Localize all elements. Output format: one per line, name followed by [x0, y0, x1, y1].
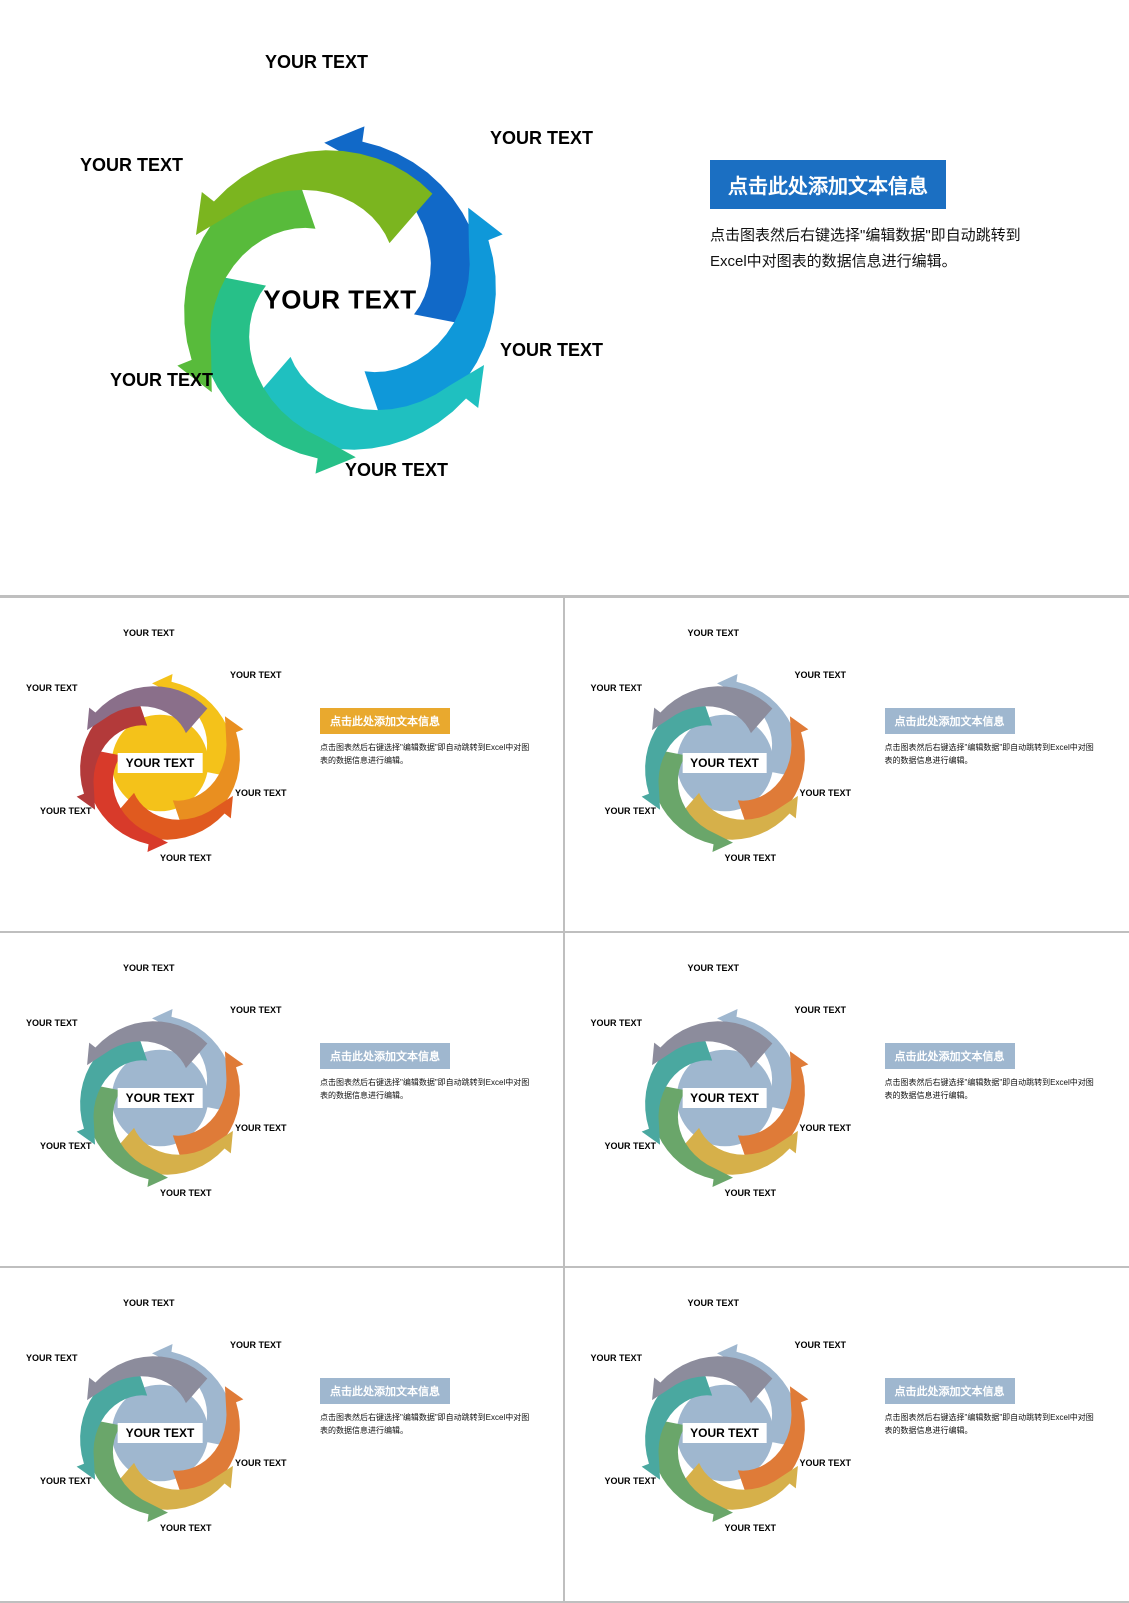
thumb-label-0: YOUR TEXT: [123, 963, 175, 973]
thumb-cycle: YOUR TEXT YOUR TEXT YOUR TEXT YOUR TEXT …: [20, 628, 300, 898]
thumb-slide-3[interactable]: YOUR TEXT YOUR TEXT YOUR TEXT YOUR TEXT …: [565, 933, 1129, 1268]
thumb-label-3: YOUR TEXT: [160, 1523, 212, 1533]
thumb-label-5: YOUR TEXT: [591, 1018, 643, 1028]
thumb-center-label: YOUR TEXT: [118, 1088, 203, 1108]
thumb-label-1: YOUR TEXT: [795, 670, 847, 680]
thumb-slide-4[interactable]: YOUR TEXT YOUR TEXT YOUR TEXT YOUR TEXT …: [0, 1268, 565, 1603]
thumb-side-title: 点击此处添加文本信息: [885, 708, 1015, 734]
thumb-side-title: 点击此处添加文本信息: [320, 708, 450, 734]
thumb-side-body: 点击图表然后右键选择"编辑数据"即自动跳转到Excel中对图表的数据信息进行编辑…: [320, 1412, 530, 1438]
thumb-label-3: YOUR TEXT: [160, 1188, 212, 1198]
thumb-slide-1[interactable]: YOUR TEXT YOUR TEXT YOUR TEXT YOUR TEXT …: [565, 598, 1129, 933]
thumb-side-body: 点击图表然后右键选择"编辑数据"即自动跳转到Excel中对图表的数据信息进行编辑…: [320, 742, 530, 768]
thumb-side-body: 点击图表然后右键选择"编辑数据"即自动跳转到Excel中对图表的数据信息进行编辑…: [885, 1412, 1095, 1438]
thumb-side-box: 点击此处添加文本信息 点击图表然后右键选择"编辑数据"即自动跳转到Excel中对…: [885, 1043, 1095, 1103]
thumb-side-box: 点击此处添加文本信息 点击图表然后右键选择"编辑数据"即自动跳转到Excel中对…: [320, 1378, 530, 1438]
thumb-center-label: YOUR TEXT: [118, 753, 203, 773]
side-text-box: 点击此处添加文本信息 点击图表然后右键选择"编辑数据"即自动跳转到Excel中对…: [710, 160, 1040, 274]
thumb-side-box: 点击此处添加文本信息 点击图表然后右键选择"编辑数据"即自动跳转到Excel中对…: [320, 1043, 530, 1103]
thumb-side-box: 点击此处添加文本信息 点击图表然后右键选择"编辑数据"即自动跳转到Excel中对…: [885, 1378, 1095, 1438]
thumb-label-0: YOUR TEXT: [123, 628, 175, 638]
thumb-slide-2[interactable]: YOUR TEXT YOUR TEXT YOUR TEXT YOUR TEXT …: [0, 933, 565, 1268]
thumb-label-1: YOUR TEXT: [795, 1005, 847, 1015]
thumb-label-2: YOUR TEXT: [235, 788, 287, 798]
thumb-cycle: YOUR TEXT YOUR TEXT YOUR TEXT YOUR TEXT …: [585, 1298, 865, 1568]
thumb-side-title: 点击此处添加文本信息: [885, 1378, 1015, 1404]
thumb-label-4: YOUR TEXT: [605, 1141, 657, 1151]
thumb-label-4: YOUR TEXT: [40, 806, 92, 816]
thumb-cycle: YOUR TEXT YOUR TEXT YOUR TEXT YOUR TEXT …: [20, 1298, 300, 1568]
thumb-center-label: YOUR TEXT: [682, 753, 767, 773]
thumb-cycle: YOUR TEXT YOUR TEXT YOUR TEXT YOUR TEXT …: [585, 628, 865, 898]
thumb-label-1: YOUR TEXT: [230, 1340, 282, 1350]
thumb-label-0: YOUR TEXT: [688, 1298, 740, 1308]
cycle-label-2: YOUR TEXT: [500, 340, 603, 361]
thumb-label-5: YOUR TEXT: [591, 683, 643, 693]
cycle-label-1: YOUR TEXT: [490, 128, 593, 149]
side-title: 点击此处添加文本信息: [710, 160, 946, 209]
thumb-label-4: YOUR TEXT: [605, 1476, 657, 1486]
thumb-label-4: YOUR TEXT: [40, 1141, 92, 1151]
cycle-center-label: YOUR TEXT: [263, 285, 416, 316]
thumb-label-2: YOUR TEXT: [800, 1458, 852, 1468]
cycle-label-3: YOUR TEXT: [345, 460, 448, 481]
thumb-side-body: 点击图表然后右键选择"编辑数据"即自动跳转到Excel中对图表的数据信息进行编辑…: [885, 742, 1095, 768]
thumb-label-0: YOUR TEXT: [123, 1298, 175, 1308]
thumb-slide-5[interactable]: YOUR TEXT YOUR TEXT YOUR TEXT YOUR TEXT …: [565, 1268, 1129, 1603]
thumbnail-grid: YOUR TEXT YOUR TEXT YOUR TEXT YOUR TEXT …: [0, 595, 1129, 1603]
main-slide: YOUR TEXT YOUR TEXT YOUR TEXT YOUR TEXT …: [0, 0, 1129, 595]
thumb-side-title: 点击此处添加文本信息: [320, 1378, 450, 1404]
thumb-label-4: YOUR TEXT: [605, 806, 657, 816]
thumb-label-1: YOUR TEXT: [230, 670, 282, 680]
thumb-cycle: YOUR TEXT YOUR TEXT YOUR TEXT YOUR TEXT …: [585, 963, 865, 1233]
thumb-side-title: 点击此处添加文本信息: [320, 1043, 450, 1069]
thumb-center-label: YOUR TEXT: [118, 1423, 203, 1443]
thumb-label-2: YOUR TEXT: [800, 1123, 852, 1133]
thumb-label-5: YOUR TEXT: [591, 1353, 643, 1363]
thumb-label-5: YOUR TEXT: [26, 1018, 78, 1028]
thumb-label-5: YOUR TEXT: [26, 1353, 78, 1363]
thumb-label-0: YOUR TEXT: [688, 628, 740, 638]
thumb-label-2: YOUR TEXT: [235, 1123, 287, 1133]
thumb-label-2: YOUR TEXT: [800, 788, 852, 798]
thumb-center-label: YOUR TEXT: [682, 1088, 767, 1108]
thumb-label-3: YOUR TEXT: [725, 1523, 777, 1533]
thumb-side-box: 点击此处添加文本信息 点击图表然后右键选择"编辑数据"即自动跳转到Excel中对…: [320, 708, 530, 768]
thumb-cycle: YOUR TEXT YOUR TEXT YOUR TEXT YOUR TEXT …: [20, 963, 300, 1233]
cycle-label-4: YOUR TEXT: [110, 370, 213, 391]
cycle-label-5: YOUR TEXT: [80, 155, 183, 176]
thumb-side-box: 点击此处添加文本信息 点击图表然后右键选择"编辑数据"即自动跳转到Excel中对…: [885, 708, 1095, 768]
side-body: 点击图表然后右键选择"编辑数据"即自动跳转到Excel中对图表的数据信息进行编辑…: [710, 223, 1040, 274]
thumb-label-3: YOUR TEXT: [725, 1188, 777, 1198]
thumb-label-1: YOUR TEXT: [795, 1340, 847, 1350]
thumb-label-0: YOUR TEXT: [688, 963, 740, 973]
thumb-center-label: YOUR TEXT: [682, 1423, 767, 1443]
thumb-label-4: YOUR TEXT: [40, 1476, 92, 1486]
cycle-diagram: YOUR TEXT YOUR TEXT YOUR TEXT YOUR TEXT …: [70, 60, 610, 540]
thumb-label-3: YOUR TEXT: [725, 853, 777, 863]
thumb-label-3: YOUR TEXT: [160, 853, 212, 863]
thumb-side-title: 点击此处添加文本信息: [885, 1043, 1015, 1069]
thumb-label-1: YOUR TEXT: [230, 1005, 282, 1015]
thumb-side-body: 点击图表然后右键选择"编辑数据"即自动跳转到Excel中对图表的数据信息进行编辑…: [320, 1077, 530, 1103]
thumb-slide-0[interactable]: YOUR TEXT YOUR TEXT YOUR TEXT YOUR TEXT …: [0, 598, 565, 933]
thumb-label-5: YOUR TEXT: [26, 683, 78, 693]
thumb-side-body: 点击图表然后右键选择"编辑数据"即自动跳转到Excel中对图表的数据信息进行编辑…: [885, 1077, 1095, 1103]
thumb-label-2: YOUR TEXT: [235, 1458, 287, 1468]
template-gallery-page: YOUR TEXT YOUR TEXT YOUR TEXT YOUR TEXT …: [0, 0, 1129, 1603]
cycle-label-0: YOUR TEXT: [265, 52, 368, 73]
